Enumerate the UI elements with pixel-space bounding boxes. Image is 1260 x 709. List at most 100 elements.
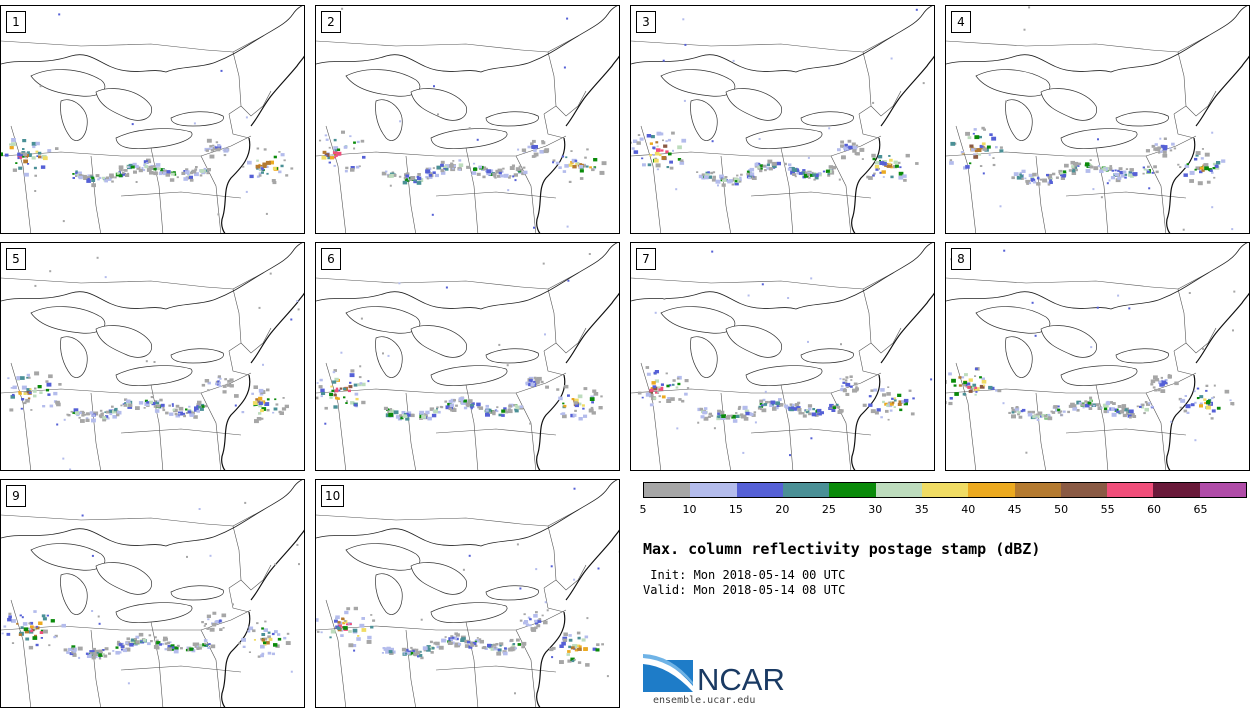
- reflectivity-cell: [829, 403, 834, 408]
- reflectivity-cell: [263, 148, 267, 151]
- reflectivity-cell: [122, 169, 125, 171]
- reflectivity-cell: [696, 171, 699, 173]
- reflectivity-cell: [98, 657, 102, 660]
- reflectivity-cell: [159, 171, 164, 175]
- reflectivity-cell: [83, 176, 88, 180]
- reflectivity-cell: [19, 614, 22, 617]
- reflectivity-cell: [759, 402, 763, 405]
- reflectivity-cell: [1162, 150, 1167, 154]
- reflectivity-cell: [81, 514, 84, 517]
- reflectivity-cell: [11, 142, 16, 147]
- reflectivity-cell: [1089, 400, 1092, 403]
- map-line: [946, 40, 1152, 51]
- reflectivity-cell: [887, 418, 890, 421]
- colorbar-bin: [875, 483, 922, 497]
- reflectivity-cell: [451, 636, 455, 639]
- reflectivity-cell: [357, 383, 362, 387]
- reflectivity-cell: [468, 127, 471, 130]
- reflectivity-cell: [169, 412, 174, 416]
- reflectivity-cell: [193, 122, 196, 125]
- reflectivity-cell: [409, 178, 412, 181]
- map-line: [10, 362, 32, 470]
- reflectivity-cell: [127, 643, 130, 646]
- reflectivity-cell: [574, 409, 577, 412]
- reflectivity-cell: [419, 410, 425, 415]
- map-line: [170, 111, 224, 127]
- reflectivity-cell: [452, 167, 455, 170]
- reflectivity-cell: [794, 175, 797, 178]
- reflectivity-cell: [335, 154, 338, 157]
- reflectivity-cell: [252, 629, 256, 633]
- time-info: Init: Mon 2018-05-14 00 UTC Valid: Mon 2…: [643, 568, 845, 598]
- reflectivity-cell: [209, 145, 213, 148]
- reflectivity-cell: [859, 147, 865, 152]
- reflectivity-cell: [399, 120, 402, 123]
- reflectivity-cell: [535, 379, 540, 384]
- reflectivity-cell: [974, 135, 980, 140]
- map-line: [880, 55, 934, 127]
- reflectivity-cell: [350, 369, 355, 373]
- reflectivity-cell: [967, 136, 972, 140]
- reflectivity-cell: [418, 654, 423, 657]
- reflectivity-cell: [498, 343, 501, 346]
- reflectivity-cell: [203, 642, 207, 645]
- map-line: [565, 529, 619, 601]
- reflectivity-cell: [1093, 166, 1099, 171]
- reflectivity-cell: [26, 391, 29, 393]
- reflectivity-cell: [275, 644, 280, 648]
- reflectivity-cell: [783, 162, 787, 166]
- reflectivity-cell: [735, 415, 740, 418]
- reflectivity-cell: [450, 162, 454, 165]
- reflectivity-cell: [1143, 168, 1147, 171]
- reflectivity-cell: [1196, 397, 1200, 400]
- reflectivity-cell: [154, 400, 158, 403]
- reflectivity-cell: [812, 408, 816, 411]
- reflectivity-cell: [385, 650, 390, 654]
- reflectivity-cell: [523, 170, 528, 175]
- map-line: [345, 69, 421, 97]
- map-line: [430, 365, 508, 387]
- reflectivity-cell: [649, 403, 654, 407]
- reflectivity-cell: [476, 172, 481, 176]
- reflectivity-cell: [1169, 147, 1172, 149]
- reflectivity-cell: [639, 137, 644, 141]
- map-line: [515, 135, 567, 157]
- reflectivity-cell: [657, 392, 660, 394]
- reflectivity-cell: [193, 409, 197, 412]
- reflectivity-cell: [258, 396, 263, 401]
- reflectivity-cell: [699, 407, 704, 411]
- reflectivity-cell: [266, 172, 269, 175]
- map-line: [631, 243, 933, 310]
- reflectivity-cell: [462, 568, 465, 571]
- reflectivity-cell: [507, 189, 510, 192]
- reflectivity-cell: [135, 164, 139, 168]
- reflectivity-cell: [131, 123, 134, 126]
- reflectivity-cell: [1057, 410, 1062, 414]
- reflectivity-cell: [663, 298, 666, 300]
- reflectivity-cell: [333, 369, 337, 372]
- reflectivity-cell: [35, 625, 38, 628]
- reflectivity-cell: [1211, 397, 1214, 400]
- reflectivity-cell: [361, 628, 367, 632]
- reflectivity-cell: [85, 652, 89, 655]
- reflectivity-cell: [38, 621, 43, 625]
- reflectivity-cell: [1212, 396, 1215, 399]
- reflectivity-cell: [825, 169, 830, 173]
- reflectivity-cell: [1212, 167, 1216, 170]
- reflectivity-cell: [578, 645, 582, 648]
- reflectivity-cell: [260, 409, 264, 413]
- reflectivity-cell: [1129, 409, 1134, 414]
- reflectivity-cell: [721, 183, 726, 187]
- reflectivity-cell: [98, 653, 103, 657]
- reflectivity-cell: [760, 167, 763, 170]
- reflectivity-cell: [732, 59, 735, 62]
- reflectivity-cell: [256, 159, 259, 162]
- colorbar-tick-label: 55: [1100, 503, 1115, 516]
- reflectivity-cell: [343, 387, 347, 391]
- reflectivity-cell: [1088, 401, 1092, 405]
- reflectivity-cell: [62, 457, 65, 460]
- reflectivity-cell: [797, 408, 802, 412]
- reflectivity-cell: [1019, 173, 1022, 176]
- reflectivity-cell: [653, 158, 659, 163]
- reflectivity-cell: [973, 148, 977, 151]
